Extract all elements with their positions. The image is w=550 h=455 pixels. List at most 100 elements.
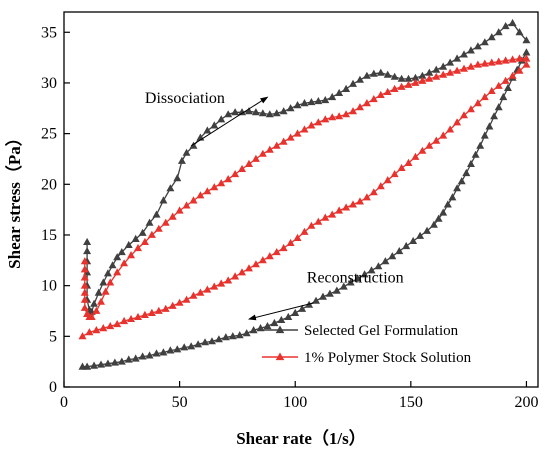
series-1-down-point bbox=[349, 200, 357, 208]
plot-frame bbox=[63, 11, 539, 388]
x-tick-label: 50 bbox=[172, 394, 188, 411]
series-1-down-point bbox=[154, 306, 163, 314]
series-1-down-point bbox=[460, 111, 468, 119]
series-1-up-point bbox=[189, 196, 198, 204]
series-1-up-point bbox=[80, 273, 89, 281]
series-1-up-point bbox=[404, 80, 413, 88]
series-0-down-point bbox=[78, 362, 87, 370]
series-1-up-point bbox=[217, 179, 226, 187]
series-0-down-point bbox=[416, 231, 425, 239]
series-1-down-point bbox=[300, 227, 309, 235]
series-0-down-point bbox=[249, 326, 258, 334]
legend-swatch-marker-polymer bbox=[275, 352, 285, 361]
series-1-up-point bbox=[106, 278, 115, 286]
series-1-down-point bbox=[189, 291, 198, 299]
series-0-down-point bbox=[284, 312, 293, 320]
series-0-up-point bbox=[83, 247, 92, 255]
x-axis-title: Shear rate（1/s） bbox=[236, 428, 366, 448]
series-0-up-point bbox=[349, 79, 357, 87]
series-0-up-point bbox=[279, 107, 288, 115]
series-0-down-point bbox=[439, 208, 448, 216]
series-1-up-point bbox=[328, 113, 337, 121]
y-tick-label: 20 bbox=[41, 176, 57, 193]
series-1-up-point bbox=[369, 95, 378, 103]
series-0-down-point bbox=[388, 252, 397, 260]
series-0-down-point bbox=[325, 289, 334, 297]
series-0-down-point bbox=[467, 159, 475, 167]
series-0-up-point bbox=[131, 234, 140, 242]
series-0-down-point bbox=[462, 168, 471, 177]
series-1-down-point bbox=[467, 105, 475, 113]
series-1-down-point bbox=[168, 301, 177, 309]
series-0-up-point bbox=[432, 65, 441, 73]
series-0-up-point bbox=[138, 228, 147, 236]
series-1-down-point bbox=[134, 312, 142, 320]
series-0-down-point bbox=[159, 348, 168, 356]
series-1-up-point bbox=[321, 115, 330, 123]
y-axis-title: Shear stress（Pa） bbox=[4, 129, 24, 269]
series-1-up-point bbox=[238, 164, 246, 172]
x-tick-label: 100 bbox=[283, 394, 307, 411]
series-0-up-point bbox=[117, 248, 126, 256]
series-0-down-point bbox=[166, 346, 175, 354]
series-1-up-point bbox=[147, 230, 156, 238]
series-0-up-point bbox=[203, 126, 212, 134]
series-0-up-point bbox=[418, 71, 427, 79]
series-1-up-point bbox=[460, 64, 468, 72]
series-0-down-point bbox=[173, 345, 182, 353]
series-1-up-point bbox=[487, 58, 496, 66]
series-0-up-point bbox=[494, 28, 503, 36]
series-1-down-point bbox=[258, 256, 267, 264]
series-1-down-point bbox=[182, 295, 191, 303]
series-0-down-point bbox=[235, 331, 244, 339]
series-0-down-point bbox=[117, 357, 126, 365]
series-1-up-point bbox=[231, 170, 240, 178]
annotation-dissociation: Dissociation bbox=[145, 90, 269, 147]
reconstruction-label: Reconstruction bbox=[307, 270, 404, 287]
series-0-up-point bbox=[487, 33, 496, 41]
series-1-up-point bbox=[80, 281, 89, 289]
series-0-up-point bbox=[411, 73, 420, 81]
series-1-up-point bbox=[210, 183, 219, 191]
series-1-down-point bbox=[418, 146, 427, 154]
series-1-down-point bbox=[515, 66, 524, 74]
series-0-down-point bbox=[346, 278, 355, 286]
series-1-down-point bbox=[245, 264, 253, 272]
series-1-up-point bbox=[154, 224, 163, 232]
series-1-up-point bbox=[418, 76, 427, 84]
series-1-down-point bbox=[161, 304, 170, 312]
series-0-up-point bbox=[265, 110, 274, 118]
series-0-down-point bbox=[90, 361, 98, 369]
y-tick-label: 15 bbox=[41, 227, 57, 244]
series-1-up-point bbox=[127, 251, 135, 259]
series-1-up-point bbox=[342, 110, 351, 118]
series-0-down-point bbox=[208, 337, 216, 345]
series-1-up-point bbox=[467, 62, 475, 70]
series-0-down-point bbox=[194, 340, 203, 348]
series-0-up-point bbox=[439, 62, 448, 70]
series-0-down-point bbox=[277, 315, 286, 323]
series-0-up-point bbox=[108, 261, 117, 269]
series-1-down-point bbox=[494, 81, 503, 89]
series-1-up-point bbox=[224, 175, 233, 183]
series-0-down-point bbox=[485, 122, 494, 130]
series-1-up-point bbox=[293, 129, 302, 137]
series-0-down-point bbox=[374, 262, 383, 270]
series-1-down-point bbox=[362, 193, 371, 201]
series-0-up-point bbox=[272, 109, 281, 117]
series-0-up-point bbox=[210, 121, 219, 129]
series-1-up-point bbox=[168, 212, 177, 220]
y-tick-label: 0 bbox=[49, 379, 57, 396]
reconstruction-arrow bbox=[248, 302, 314, 321]
series-1-up-point bbox=[390, 84, 399, 92]
series-1-down-point bbox=[508, 71, 517, 79]
series-1-down-point bbox=[342, 203, 351, 211]
series-1-up-point bbox=[314, 118, 323, 126]
series-0-down-point bbox=[187, 342, 196, 350]
series-0-down-point bbox=[434, 214, 443, 222]
series-0-down-point bbox=[367, 266, 376, 274]
series-1-up-point bbox=[245, 159, 253, 167]
series-0-up-point bbox=[342, 84, 351, 92]
series-0-up-point bbox=[231, 108, 240, 116]
